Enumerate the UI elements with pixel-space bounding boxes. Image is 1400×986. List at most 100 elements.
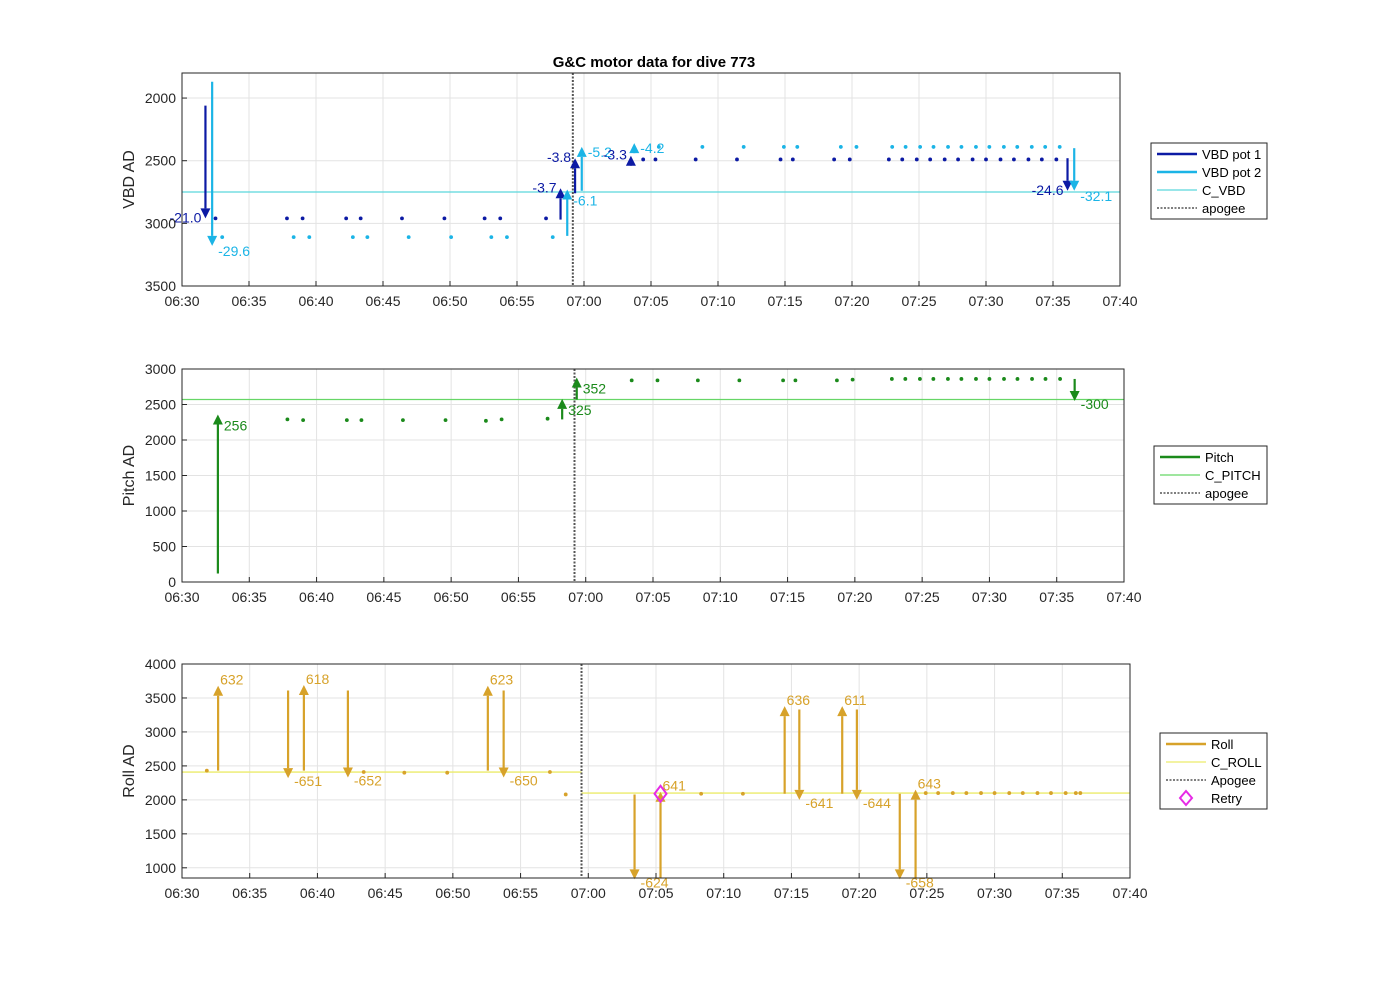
- arrow-head: [1062, 180, 1073, 191]
- arrow-head: [557, 398, 568, 409]
- data-point: [695, 378, 700, 383]
- x-tick-label: 07:25: [905, 589, 940, 605]
- x-tick-label: 07:15: [774, 885, 809, 901]
- x-tick-label: 07:10: [703, 589, 738, 605]
- arrow-head: [576, 146, 587, 157]
- legend-swatch: [1178, 789, 1194, 807]
- data-point: [903, 145, 908, 149]
- data-point: [936, 791, 941, 795]
- data-point: [344, 418, 349, 423]
- y-tick-label: 2000: [145, 432, 176, 448]
- y-tick-label: 500: [153, 539, 177, 555]
- data-point: [365, 235, 370, 240]
- y-tick-label: 3500: [145, 690, 176, 706]
- data-point: [307, 235, 312, 240]
- data-point: [900, 157, 905, 162]
- data-point: [974, 377, 978, 381]
- arrow-head: [562, 189, 573, 200]
- arrow-label: -652: [354, 772, 382, 788]
- data-point: [942, 157, 947, 162]
- data-point: [950, 791, 955, 795]
- panel-vbd: -21.0 -29.6 -3.7 -6.1 -3.8 -5.2-3.3 -4.2 -24.6-…: [121, 72, 1268, 309]
- legend-box: [1153, 445, 1268, 505]
- data-point: [548, 770, 552, 774]
- x-tick-label: 07:05: [635, 589, 670, 605]
- data-point: [442, 216, 447, 221]
- data-point: [795, 145, 800, 149]
- arrow-label: -21.0: [170, 209, 202, 225]
- arrow-label: -3.3: [603, 147, 627, 163]
- x-tick-label: 06:40: [299, 589, 334, 605]
- data-point: [656, 145, 661, 149]
- x-tick-label: 07:00: [571, 885, 606, 901]
- x-tick-label: 07:40: [1106, 589, 1141, 605]
- legend-entry: apogee: [1202, 201, 1245, 216]
- data-point: [1078, 791, 1083, 795]
- arrow-label: 623: [490, 672, 514, 688]
- arrow-label: -651: [294, 773, 322, 789]
- x-tick-label: 07:35: [1045, 885, 1080, 901]
- y-tick-label: 2000: [145, 90, 176, 106]
- data-point: [1049, 791, 1053, 795]
- legend: Roll C_ROLL Apogee Retry: [1159, 732, 1268, 810]
- data-point: [653, 157, 658, 162]
- data-point: [291, 235, 296, 240]
- data-point: [835, 378, 839, 383]
- data-point: [923, 791, 928, 795]
- arrow-label: -6.1: [573, 193, 597, 209]
- data-point: [741, 791, 745, 796]
- data-point: [550, 235, 555, 240]
- arrow-head: [498, 767, 509, 778]
- data-point: [401, 418, 405, 423]
- data-point: [850, 377, 855, 382]
- y-tick-label: 3000: [145, 215, 176, 231]
- legend-entry: VBD pot 1: [1202, 147, 1261, 162]
- data-point: [443, 418, 448, 423]
- data-point: [1015, 145, 1020, 149]
- x-tick-label: 07:40: [1112, 885, 1147, 901]
- x-tick-label: 07:35: [1039, 589, 1074, 605]
- arrow-head: [200, 208, 211, 219]
- x-tick-label: 07:20: [834, 293, 869, 309]
- data-point: [1057, 145, 1062, 149]
- data-point: [301, 418, 306, 423]
- x-tick-label: 06:55: [503, 885, 538, 901]
- figure-title: G&C motor data for dive 773: [553, 54, 756, 71]
- data-point: [482, 216, 487, 221]
- x-tick-label: 06:55: [499, 293, 534, 309]
- data-point: [358, 216, 363, 221]
- data-point: [1043, 145, 1048, 149]
- x-tick-label: 06:40: [298, 293, 333, 309]
- x-tick-label: 07:00: [566, 293, 601, 309]
- legend-entry: C_VBD: [1202, 183, 1245, 198]
- x-tick-label: 07:15: [770, 589, 805, 605]
- y-tick-label: 3500: [145, 278, 176, 294]
- arrow-head: [625, 155, 636, 166]
- arrow-label: 618: [306, 671, 330, 687]
- data-point: [220, 235, 225, 240]
- data-point: [1035, 791, 1040, 795]
- data-point: [956, 157, 960, 162]
- arrow-head: [1069, 180, 1080, 191]
- data-point: [1001, 145, 1006, 149]
- x-tick-label: 07:30: [977, 885, 1012, 901]
- y-tick-label: 2500: [145, 758, 176, 774]
- x-tick-label: 06:50: [435, 885, 470, 901]
- data-point: [213, 216, 218, 221]
- data-point: [970, 157, 975, 162]
- arrow-label: 611: [844, 692, 867, 708]
- data-point: [629, 378, 634, 383]
- data-point: [489, 235, 494, 240]
- arrow-head: [851, 789, 862, 800]
- data-point: [1002, 377, 1006, 381]
- x-tick-label: 06:30: [164, 293, 199, 309]
- arrow-label: -29.6: [218, 243, 250, 259]
- data-point: [545, 416, 550, 421]
- data-point: [781, 378, 785, 383]
- x-tick-label: 07:25: [901, 293, 936, 309]
- data-point: [445, 770, 450, 775]
- data-point: [931, 377, 936, 381]
- arrow-label: 636: [787, 692, 811, 708]
